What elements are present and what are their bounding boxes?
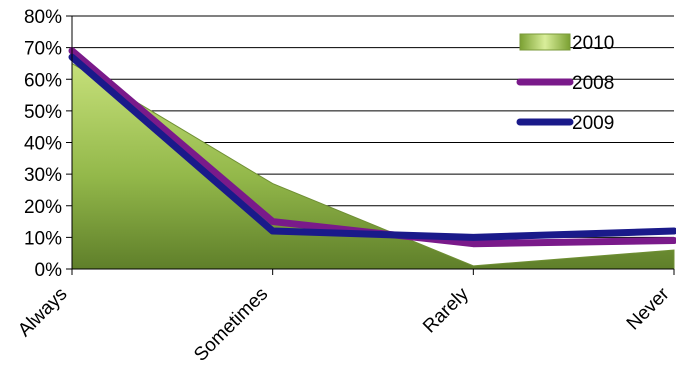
y-tick-label: 10% — [24, 228, 62, 249]
legend: 2010 2008 2009 — [516, 33, 614, 134]
y-tick-label: 0% — [35, 260, 63, 281]
line-series — [68, 47, 676, 248]
legend-label-2008: 2008 — [572, 73, 614, 94]
x-tick-label: Rarely — [419, 283, 473, 337]
legend-swatch-2010 — [519, 33, 571, 51]
area-series-2010 — [71, 62, 675, 270]
y-tick-label: 70% — [24, 39, 62, 60]
y-tick-label: 20% — [24, 197, 62, 218]
y-tick-label: 30% — [24, 165, 62, 186]
legend-label-2009: 2009 — [572, 113, 614, 134]
y-tick-label: 80% — [24, 7, 62, 28]
legend-label-2010: 2010 — [572, 33, 614, 54]
area-series — [71, 62, 675, 270]
y-tick-labels: 0% 10% 20% 30% 40% 50% 60% 70% 80% — [24, 7, 62, 281]
line-series-2009 — [68, 53, 676, 241]
y-tick-label: 40% — [24, 134, 62, 155]
x-tick-labels: Always Sometimes Rarely Never — [14, 269, 675, 366]
x-tick-label: Always — [14, 284, 71, 341]
y-tick-label: 50% — [24, 102, 62, 123]
axes — [71, 16, 674, 270]
x-tick-label: Never — [623, 283, 674, 334]
y-tick-label: 60% — [24, 70, 62, 91]
x-tick-label: Sometimes — [190, 284, 272, 366]
